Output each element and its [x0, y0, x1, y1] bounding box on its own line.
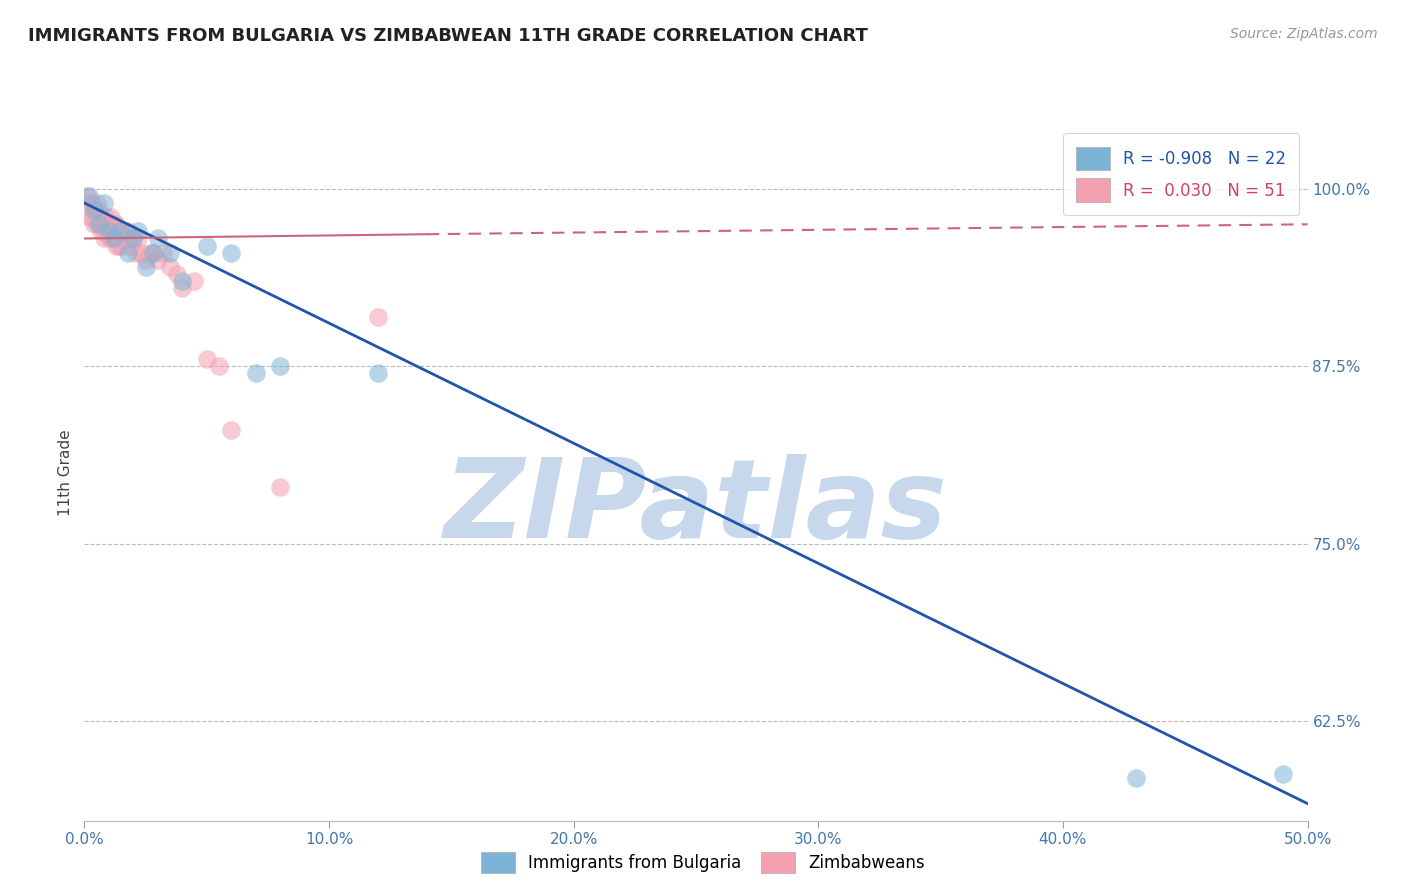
Point [83, 217, 105, 231]
Point [172, 274, 194, 288]
Point [100, 231, 122, 245]
Text: ZIPatlas: ZIPatlas [444, 454, 948, 561]
Point [115, 231, 138, 245]
Point [76, 189, 98, 203]
Point [1272, 766, 1295, 780]
Point [195, 238, 218, 252]
Point [80, 210, 103, 224]
Point [219, 423, 242, 437]
Point [103, 217, 125, 231]
Point [117, 245, 139, 260]
Point [166, 267, 188, 281]
Point [80, 196, 103, 211]
Point [117, 224, 139, 238]
Point [159, 260, 181, 274]
Point [135, 260, 157, 274]
Point [367, 310, 389, 324]
Point [96, 210, 118, 224]
Point [103, 231, 125, 245]
Point [110, 238, 132, 252]
Point [146, 252, 169, 267]
Point [120, 238, 142, 252]
Point [127, 231, 149, 245]
Point [135, 252, 157, 267]
Point [77, 189, 100, 203]
Y-axis label: 11th Grade: 11th Grade [58, 429, 73, 516]
Point [142, 245, 165, 260]
Point [159, 245, 181, 260]
Point [105, 217, 128, 231]
Point [122, 231, 145, 245]
Point [245, 367, 267, 381]
Point [110, 224, 132, 238]
Point [77, 210, 100, 224]
Point [105, 238, 128, 252]
Point [97, 224, 120, 238]
Point [96, 224, 118, 238]
Text: IMMIGRANTS FROM BULGARIA VS ZIMBABWEAN 11TH GRADE CORRELATION CHART: IMMIGRANTS FROM BULGARIA VS ZIMBABWEAN 1… [28, 27, 868, 45]
Point [87, 217, 110, 231]
Point [152, 245, 174, 260]
Point [93, 196, 115, 211]
Point [122, 231, 145, 245]
Legend: Immigrants from Bulgaria, Zimbabweans: Immigrants from Bulgaria, Zimbabweans [475, 846, 931, 880]
Point [103, 231, 125, 245]
Point [93, 217, 115, 231]
Point [83, 203, 105, 218]
Point [127, 224, 149, 238]
Point [107, 224, 129, 238]
Point [367, 367, 389, 381]
Point [86, 196, 108, 211]
Point [269, 359, 291, 374]
Point [97, 231, 120, 245]
Point [77, 196, 100, 211]
Point [97, 217, 120, 231]
Point [146, 231, 169, 245]
Point [107, 238, 129, 252]
Point [87, 203, 110, 218]
Point [90, 224, 112, 238]
Point [269, 480, 291, 494]
Point [83, 203, 105, 218]
Point [139, 245, 162, 260]
Point [172, 281, 194, 295]
Point [110, 224, 132, 238]
Point [129, 245, 152, 260]
Point [1125, 771, 1147, 785]
Point [142, 245, 165, 260]
Text: Source: ZipAtlas.com: Source: ZipAtlas.com [1230, 27, 1378, 41]
Point [219, 245, 242, 260]
Point [87, 217, 110, 231]
Legend: R = -0.908   N = 22, R =  0.030   N = 51: R = -0.908 N = 22, R = 0.030 N = 51 [1063, 133, 1299, 215]
Point [125, 245, 148, 260]
Point [93, 231, 115, 245]
Point [90, 210, 112, 224]
Point [208, 359, 231, 374]
Point [86, 217, 108, 231]
Point [183, 274, 205, 288]
Point [195, 352, 218, 367]
Point [100, 210, 122, 224]
Point [112, 231, 135, 245]
